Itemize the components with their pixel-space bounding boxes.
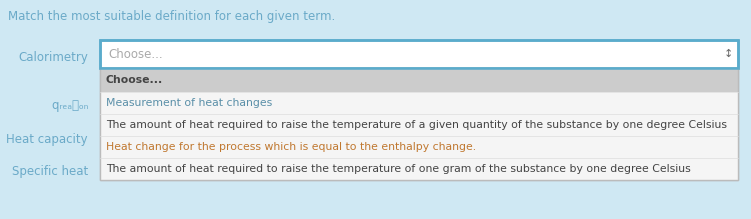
Text: Specific heat: Specific heat — [12, 166, 88, 178]
Text: Measurement of heat changes: Measurement of heat changes — [106, 98, 273, 108]
Text: Heat capacity: Heat capacity — [6, 134, 88, 147]
Text: Match the most suitable definition for each given term.: Match the most suitable definition for e… — [8, 10, 335, 23]
Text: qᵣₑₐ⁣⁩ₒₙ: qᵣₑₐ⁣⁩ₒₙ — [52, 99, 88, 111]
Text: ↕: ↕ — [723, 49, 733, 59]
FancyBboxPatch shape — [100, 158, 738, 180]
Text: The amount of heat required to raise the temperature of a given quantity of the : The amount of heat required to raise the… — [106, 120, 727, 130]
Text: Choose...: Choose... — [106, 75, 163, 85]
Text: Heat change for the process which is equal to the enthalpy change.: Heat change for the process which is equ… — [106, 142, 476, 152]
FancyBboxPatch shape — [100, 40, 738, 68]
Text: Choose...: Choose... — [108, 48, 163, 60]
FancyBboxPatch shape — [100, 136, 738, 158]
FancyBboxPatch shape — [100, 114, 738, 136]
Text: The amount of heat required to raise the temperature of one gram of the substanc: The amount of heat required to raise the… — [106, 164, 691, 174]
FancyBboxPatch shape — [100, 68, 738, 180]
Text: Calorimetry: Calorimetry — [18, 51, 88, 65]
FancyBboxPatch shape — [100, 92, 738, 114]
FancyBboxPatch shape — [100, 68, 738, 92]
